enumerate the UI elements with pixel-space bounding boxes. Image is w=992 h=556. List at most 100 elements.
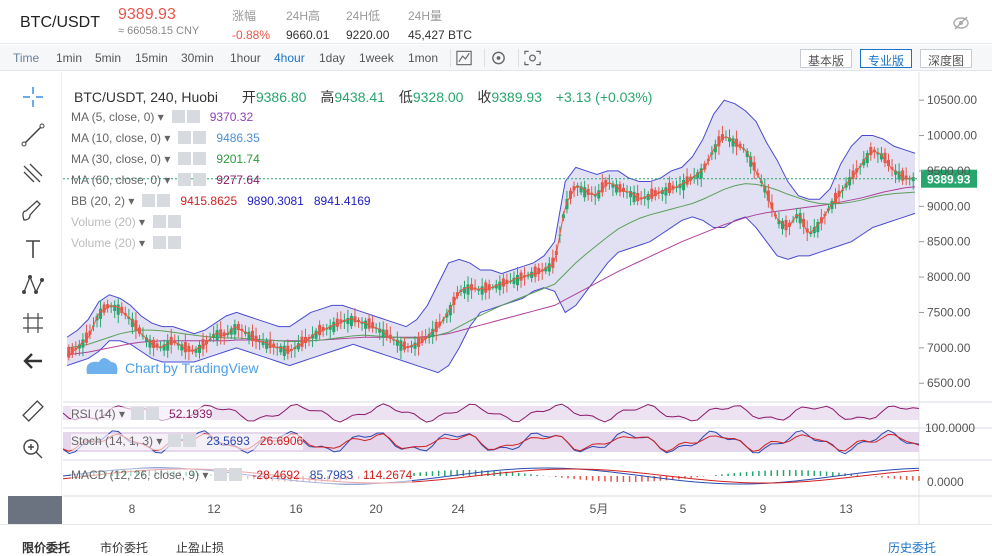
indicator-legend-2[interactable]: MA (30, close, 0) ▾ 9201.74 [71, 152, 260, 166]
rsi-value: 52.1939 [169, 407, 213, 421]
ruler-icon[interactable] [20, 398, 46, 424]
candle-body [667, 182, 671, 194]
close-icon[interactable] [229, 468, 243, 481]
interval-1min[interactable]: 1min [56, 51, 83, 65]
candle-body [636, 192, 640, 202]
rsi-legend[interactable]: RSI (14) ▾ 52.1939 [71, 407, 213, 423]
indicator-legend-5[interactable]: Volume (20) ▾ [71, 215, 182, 231]
trend-line-icon[interactable] [20, 122, 46, 148]
zoom-in-icon[interactable] [20, 436, 46, 462]
interval-15min[interactable]: 15min [135, 51, 168, 65]
pair-name[interactable]: BTC/USDT [20, 14, 100, 31]
interval-1week[interactable]: 1week [359, 51, 394, 65]
tab-current-orders[interactable]: 限价委托 [22, 541, 71, 555]
interval-1mon[interactable]: 1mon [408, 51, 439, 65]
indicator-legend-6[interactable]: Volume (20) ▾ [71, 236, 182, 252]
stoch-legend[interactable]: Stoch (14, 1, 3) ▾ 23.5693 26.6906 [71, 434, 304, 450]
candle-body [134, 320, 138, 331]
candle-body [738, 143, 742, 148]
tab-history-orders[interactable]: 市价委托 [100, 541, 149, 555]
crosshair-icon[interactable] [20, 84, 46, 110]
close-icon[interactable] [193, 131, 207, 144]
depth-chart-button[interactable]: 深度图 [920, 49, 973, 68]
candle-body [837, 190, 841, 197]
stat-high: 24H高 9660.01 [286, 9, 330, 42]
stoch-value: 23.5693 [206, 434, 250, 448]
back-arrow-icon[interactable] [20, 348, 46, 374]
settings-icon[interactable] [131, 407, 145, 420]
interval-4hour[interactable]: 4hour [274, 51, 305, 65]
candle-body [646, 193, 650, 201]
last-price-tag [921, 169, 977, 188]
candle-body [236, 323, 240, 331]
measure-icon[interactable] [20, 310, 46, 336]
indicator-legend-0[interactable]: MA (5, close, 0) ▾ 9370.32 [71, 110, 254, 124]
indicator-legend-4[interactable]: BB (20, 2) ▾ 9415.8625 9890.3081 8941.4169 [71, 194, 371, 208]
candle-body [494, 284, 498, 289]
candlestick-chart[interactable]: 9389.9310500.0010000.009500.009000.00850… [62, 72, 992, 524]
candle-body [106, 304, 110, 309]
candle-body [544, 267, 548, 272]
settings-icon[interactable] [168, 434, 182, 447]
settings-icon[interactable] [178, 131, 192, 144]
indicator-value: 9486.35 [216, 131, 260, 145]
pattern-icon[interactable] [20, 272, 46, 298]
candle-body [445, 313, 449, 318]
brush-icon[interactable] [20, 198, 46, 224]
tab-all-orders[interactable]: 历史委托 [888, 541, 937, 555]
candle-body [311, 334, 315, 339]
close-icon[interactable] [183, 434, 197, 447]
candle-body [834, 192, 837, 204]
candle-body [247, 331, 251, 340]
interval-1hour[interactable]: 1hour [230, 51, 261, 65]
tab-stop-orders[interactable]: 止盈止损 [176, 541, 225, 555]
candle-body [113, 304, 117, 311]
basic-version-button[interactable]: 基本版 [800, 49, 853, 68]
indicator-legend-1[interactable]: MA (10, close, 0) ▾ 9486.35 [71, 131, 260, 145]
chart-area[interactable]: 9389.93 10500.00 10000.00 9500.00 9000.00 850… [62, 72, 992, 524]
candle-body [788, 222, 792, 227]
settings-icon[interactable] [153, 236, 167, 249]
close-icon[interactable] [168, 215, 182, 228]
interval-30min[interactable]: 30min [181, 51, 214, 65]
screenshot-icon[interactable] [518, 49, 542, 67]
close-icon[interactable] [168, 236, 182, 249]
hide-icon[interactable] [952, 14, 970, 32]
chart-title: BTC/USDT, 240, Huobi [74, 89, 218, 105]
settings-icon[interactable] [178, 152, 192, 165]
candle-body [699, 168, 703, 179]
close-icon[interactable] [193, 173, 207, 186]
fib-tool-icon[interactable] [20, 160, 46, 186]
text-tool-icon[interactable] [20, 236, 46, 262]
candle-body [434, 322, 438, 333]
ma5-line [68, 136, 914, 356]
candle-body [798, 213, 802, 224]
settings-icon[interactable] [178, 173, 192, 186]
candle-body [911, 177, 915, 182]
candle-body [770, 202, 774, 209]
settings-icon[interactable] [171, 110, 185, 123]
close-icon[interactable] [193, 152, 207, 165]
candle-body [745, 150, 749, 158]
indicator-icon[interactable] [450, 49, 474, 67]
ohlc-legend: BTC/USDT, 240, Huobi 开9386.80 高9438.41 低… [74, 89, 653, 105]
candle-body [335, 318, 339, 327]
macd-legend[interactable]: MACD (12, 26, close, 9) ▾ -28.4692 85.7983… [71, 468, 413, 484]
settings-icon[interactable] [142, 194, 156, 207]
close-icon[interactable] [157, 194, 171, 207]
settings-icon[interactable] [484, 49, 508, 67]
interval-5min[interactable]: 5min [95, 51, 122, 65]
close-icon[interactable] [146, 407, 160, 420]
sidebar-collapse-button[interactable] [8, 496, 62, 524]
candle-body [304, 336, 307, 344]
indicator-legend-3[interactable]: MA (60, close, 0) ▾ 9277.64 [71, 173, 260, 187]
candle-body [565, 198, 569, 210]
pro-version-button[interactable]: 专业版 [860, 49, 913, 68]
candle-body [593, 194, 597, 197]
close-icon[interactable] [186, 110, 200, 123]
interval-1day[interactable]: 1day [319, 51, 346, 65]
settings-icon[interactable] [214, 468, 228, 481]
candle-body [611, 183, 615, 188]
settings-icon[interactable] [153, 215, 167, 228]
x-tick-label: 12 [207, 502, 221, 516]
